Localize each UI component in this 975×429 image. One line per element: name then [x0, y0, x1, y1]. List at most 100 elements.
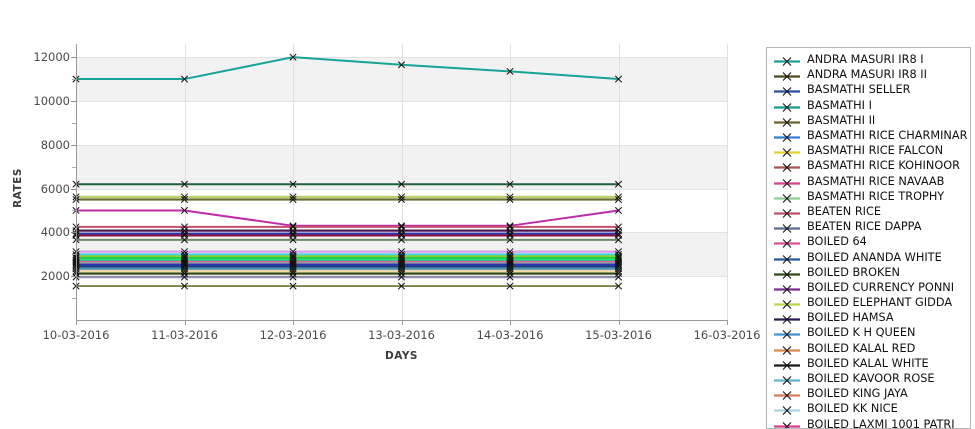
gridline-vertical — [618, 44, 620, 320]
x-tick-mark — [618, 321, 620, 325]
data-point-marker — [289, 180, 297, 188]
legend-item[interactable]: BASMATHI RICE CHARMINAR — [767, 128, 970, 143]
legend-item-label: BOILED HAMSA — [807, 311, 894, 325]
y-tick-label: 10000 — [33, 93, 70, 108]
legend-marker-icon — [774, 251, 800, 264]
y-tick-mark — [71, 188, 76, 190]
data-point-marker — [506, 252, 514, 261]
legend-item[interactable]: BOILED ELEPHANT GIDDA — [767, 295, 970, 310]
legend-item[interactable]: BASMATHI SELLER — [767, 82, 970, 97]
legend-marker-icon — [774, 418, 800, 428]
legend-item-label: BASMATHI RICE CHARMINAR — [807, 129, 968, 143]
data-point-marker — [397, 193, 406, 201]
legend-item[interactable]: BOILED KING JAYA — [767, 386, 970, 401]
gridline-vertical — [184, 44, 186, 320]
legend-marker-icon — [774, 175, 800, 188]
data-point-marker — [506, 236, 514, 244]
legend-item[interactable]: BOILED ANANDA WHITE — [767, 249, 970, 264]
legend-item[interactable]: BOILED 64 — [767, 234, 970, 249]
data-point-marker — [180, 270, 189, 278]
data-point-marker — [614, 267, 623, 275]
data-point-marker — [614, 230, 623, 238]
legend-marker-icon — [774, 296, 800, 309]
series-lines — [72, 53, 623, 290]
y-tick-mark — [71, 276, 76, 278]
data-point-marker — [180, 252, 189, 261]
legend-item-label: BOILED 64 — [807, 235, 867, 249]
data-point-marker — [397, 270, 406, 278]
legend-item[interactable]: BASMATHI RICE NAVAAB — [767, 174, 970, 189]
y-tick-minor-mark — [72, 166, 76, 168]
x-tick-mark — [293, 321, 294, 325]
legend-item[interactable]: ANDRA MASURI IR8 II — [767, 67, 970, 82]
x-tick-label: 15-03-2016 — [585, 328, 652, 342]
data-point-marker — [397, 61, 406, 69]
y-tick-mark — [71, 100, 76, 102]
legend-item-label: BASMATHI SELLER — [807, 83, 911, 97]
legend-marker-icon — [774, 326, 800, 340]
legend-marker-icon — [774, 68, 800, 82]
legend-item[interactable]: BEATEN RICE — [767, 204, 970, 219]
data-point-marker — [614, 259, 623, 267]
legend-item[interactable]: BOILED BROKEN — [767, 265, 970, 280]
y-tick-minor-mark — [72, 122, 76, 124]
legend-item-label: BOILED BROKEN — [807, 265, 900, 279]
gridline-vertical — [401, 44, 403, 320]
data-point-marker — [614, 273, 623, 281]
data-point-marker — [614, 250, 623, 259]
data-point-marker — [289, 259, 297, 267]
data-point-marker — [397, 230, 406, 238]
legend-marker-icon — [774, 342, 800, 355]
data-point-marker — [397, 259, 406, 267]
legend-item[interactable]: BOILED KALAL RED — [767, 341, 970, 356]
series-line — [76, 56, 619, 81]
data-point-marker — [397, 267, 406, 275]
y-tick-minor-mark — [72, 79, 76, 81]
data-point-marker — [289, 252, 297, 261]
legend-item[interactable]: BEATEN RICE DAPPA — [767, 219, 970, 234]
data-point-marker — [289, 195, 297, 204]
x-tick-mark — [727, 321, 728, 325]
x-tick-label: 11-03-2016 — [151, 328, 218, 342]
x-tick-label: 10-03-2016 — [42, 328, 110, 342]
legend-item-label: BASMATHI I — [807, 98, 872, 112]
legend-item[interactable]: BOILED KAVOOR ROSE — [767, 371, 970, 386]
legend-item-label: BOILED KAVOOR ROSE — [807, 372, 935, 386]
legend-item-label: BEATEN RICE — [807, 204, 882, 218]
data-point-marker — [289, 267, 297, 275]
legend-item[interactable]: BOILED KALAL WHITE — [767, 356, 970, 371]
legend-item[interactable]: BOILED CURRENCY PONNI — [767, 280, 970, 295]
legend-item[interactable]: BASMATHI RICE FALCON — [767, 143, 970, 158]
x-tick-label: 16-03-2016 — [693, 328, 761, 342]
data-point-marker — [180, 250, 189, 259]
legend-item-label: BOILED ANANDA WHITE — [807, 250, 942, 264]
data-point-marker — [180, 282, 189, 290]
plot-area — [72, 44, 728, 320]
legend-marker-icon — [774, 83, 800, 97]
data-point-marker — [506, 193, 514, 201]
data-point-marker — [397, 273, 406, 281]
legend-item-label: BEATEN RICE DAPPA — [807, 220, 922, 234]
legend-item[interactable]: BASMATHI RICE KOHINOOR — [767, 158, 970, 173]
legend-item[interactable]: BASMATHI II — [767, 113, 970, 128]
legend-item[interactable]: BOILED HAMSA — [767, 310, 970, 325]
legend[interactable]: ANDRA MASURI IR8 I ANDRA MASURI IR8 II BAS… — [766, 47, 971, 429]
x-tick-label: 12-03-2016 — [259, 328, 327, 342]
data-point-marker — [289, 193, 297, 201]
data-point-marker — [614, 270, 623, 278]
gridline-vertical — [293, 44, 294, 320]
legend-item[interactable]: BOILED KK NICE — [767, 401, 970, 416]
legend-item[interactable]: ANDRA MASURI IR8 I — [767, 52, 970, 67]
legend-item[interactable]: BOILED LAXMI 1001 PATRI — [767, 417, 970, 429]
legend-item[interactable]: BASMATHI I — [767, 98, 970, 113]
legend-item-label: BOILED LAXMI 1001 PATRI — [807, 417, 955, 429]
x-tick-mark — [76, 321, 77, 325]
data-point-marker — [289, 230, 297, 238]
y-tick-minor-mark — [72, 210, 76, 212]
series-line — [76, 209, 619, 227]
legend-item[interactable]: BASMATHI RICE TROPHY — [767, 189, 970, 204]
data-point-marker — [506, 273, 514, 281]
y-tick-label: 8000 — [40, 137, 70, 152]
legend-item[interactable]: BOILED K H QUEEN — [767, 325, 970, 340]
